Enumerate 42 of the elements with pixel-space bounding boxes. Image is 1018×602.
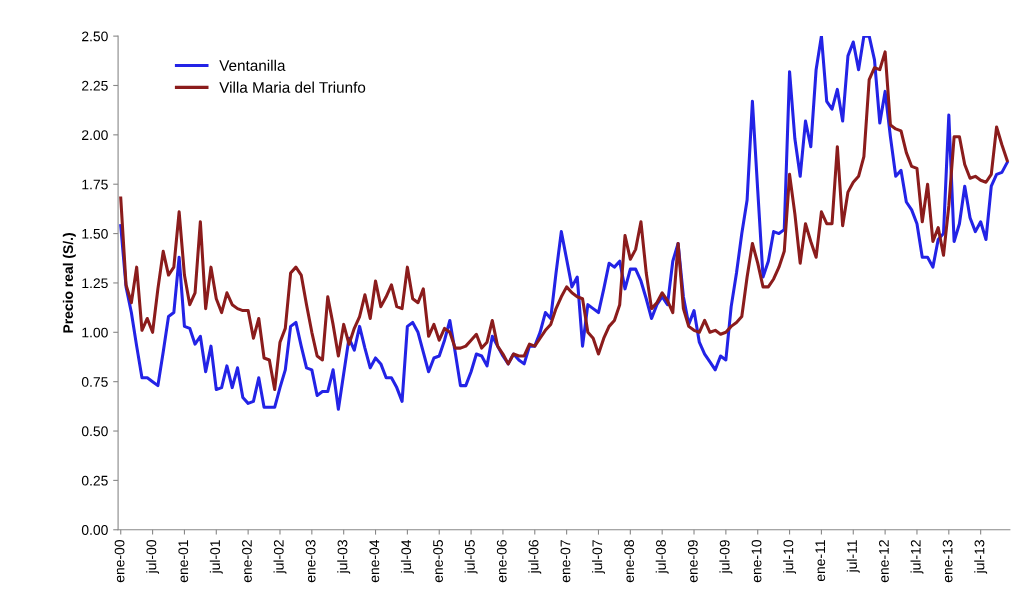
x-tick-label: ene-10: [751, 540, 762, 583]
x-tick-label: ene-01: [178, 540, 189, 583]
y-tick-label: 0.25: [81, 475, 108, 486]
y-tick-label: 2.25: [82, 80, 108, 91]
x-tick-label: jul-09: [719, 540, 733, 574]
y-tick-label: 2.00: [82, 130, 108, 141]
x-tick-label: ene-00: [114, 540, 125, 583]
x-tick-label: ene-08: [624, 540, 635, 583]
y-tick-label: 1.00: [82, 327, 108, 338]
x-tick-label: jul-02: [273, 540, 287, 574]
y-tick-label: 1.50: [82, 228, 108, 239]
y-tick-label: 2.50: [82, 31, 108, 42]
legend-label: Villa Maria del Triunfo: [219, 81, 366, 93]
x-tick-label: ene-12: [879, 540, 889, 583]
x-tick-label: jul-10: [783, 540, 797, 574]
y-axis-title: Precio real (S/.): [62, 233, 76, 333]
x-tick-label: jul-13: [974, 540, 988, 574]
x-tick-label: jul-12: [910, 540, 924, 574]
x-tick-label: jul-05: [464, 540, 478, 574]
x-tick-label: ene-04: [369, 539, 380, 583]
x-tick-label: jul-03: [337, 540, 351, 574]
x-tick-label: ene-02: [242, 540, 252, 583]
x-tick-label: ene-09: [687, 540, 698, 583]
x-tick-label: ene-07: [560, 540, 571, 583]
legend-label: Ventanilla: [219, 59, 286, 71]
x-tick-label: jul-11: [846, 540, 860, 573]
y-tick-label: 1.25: [82, 278, 108, 289]
x-tick-label: ene-11: [815, 540, 826, 582]
x-tick-label: jul-01: [209, 540, 223, 574]
x-tick-label: ene-05: [433, 540, 443, 583]
y-tick-label: 1.75: [82, 179, 108, 190]
y-tick-label: 0.00: [81, 525, 108, 535]
x-tick-label: jul-08: [655, 540, 669, 574]
x-tick-label: jul-07: [592, 540, 605, 574]
y-tick-label: 0.50: [81, 426, 108, 437]
x-tick-label: jul-04: [400, 539, 414, 574]
x-tick-label: ene-13: [942, 540, 953, 583]
y-tick-label: 0.75: [81, 377, 108, 387]
x-tick-label: jul-06: [528, 540, 542, 574]
x-tick-label: ene-03: [305, 540, 316, 583]
x-tick-label: jul-00: [146, 540, 160, 574]
x-tick-label: ene-06: [496, 540, 507, 583]
